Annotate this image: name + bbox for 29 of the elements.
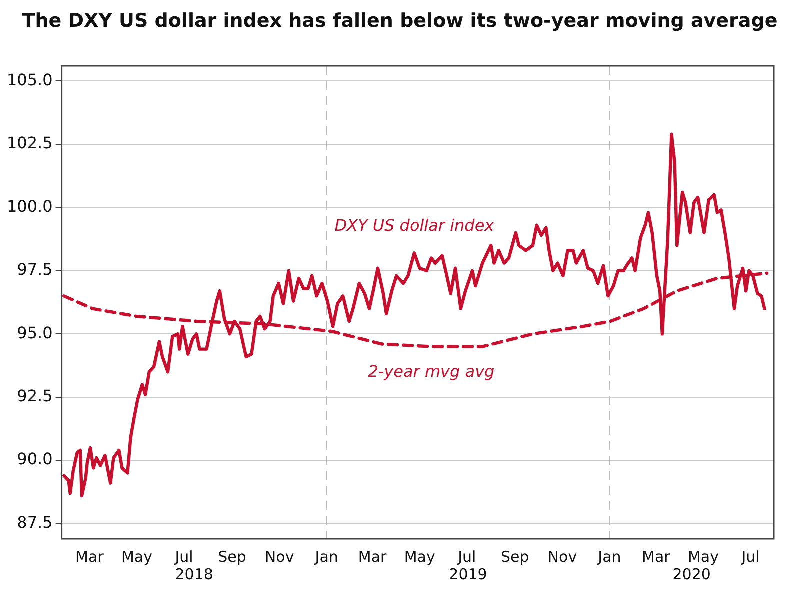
text: 2019	[449, 565, 488, 584]
chart-title: The DXY US dollar index has fallen below its two-year moving average	[21, 10, 779, 32]
x-tick-label: Sep	[218, 548, 246, 566]
series-label: 2-year mvg avg	[368, 362, 495, 381]
x-tick-label: Jul	[457, 548, 476, 566]
y-tick-label: 87.5	[17, 512, 53, 532]
x-tick-label: Mar	[76, 548, 105, 566]
x-tick-label: Mar	[358, 548, 388, 566]
text: 2018	[175, 565, 214, 584]
x-tick-label: Jul	[174, 548, 194, 566]
x-tick-label: May	[121, 548, 153, 566]
x-tick-label: Nov	[548, 548, 578, 566]
y-tick-label: 90.0	[17, 450, 53, 469]
x-tick-label: Jan	[314, 548, 338, 566]
y-tick-label: 92.5	[17, 386, 53, 406]
x-tick-label: Jul	[740, 548, 760, 566]
series-label: DXY US dollar index	[334, 216, 495, 236]
y-tick-label: 105.0	[6, 70, 53, 90]
y-tick-label: 97.5	[17, 260, 53, 280]
y-tick-label: 100.0	[6, 196, 53, 216]
text: 2020	[672, 565, 711, 584]
x-tick-label: Nov	[264, 548, 294, 566]
x-tick-label: Jan	[597, 548, 622, 566]
x-tick-label: Mar	[642, 548, 672, 566]
x-tick-label: May	[404, 548, 436, 566]
y-tick-label: 95.0	[17, 323, 53, 342]
x-tick-label: Sep	[501, 548, 530, 566]
x-tick-label: May	[688, 548, 720, 566]
y-tick-label: 102.5	[6, 134, 53, 153]
